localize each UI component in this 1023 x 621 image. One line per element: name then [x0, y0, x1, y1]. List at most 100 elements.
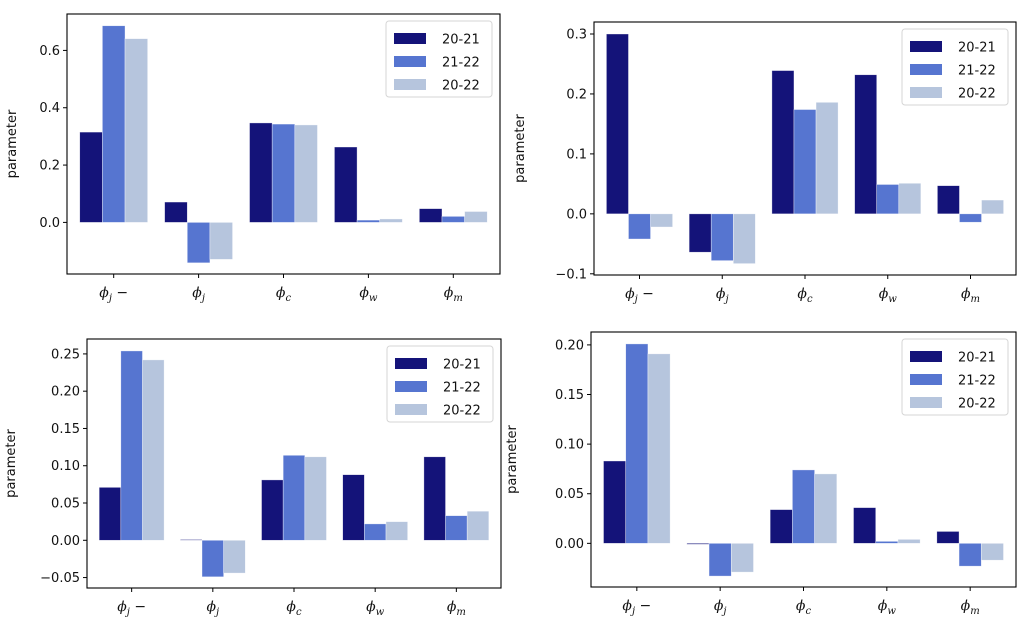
legend-swatch-20-22 [910, 87, 942, 98]
legend-swatch-20-22 [910, 397, 942, 408]
bar-20-22-5 [980, 543, 1004, 561]
bar-20-21-1 [603, 460, 627, 544]
ytick-label: 0.1 [566, 147, 587, 162]
xtick-label: ϕm [444, 285, 463, 304]
xtick-label: ϕj [192, 285, 205, 304]
y-axis-label: parameter [513, 114, 528, 183]
ytick-label: 0.3 [566, 27, 587, 42]
legend-swatch-21-22 [394, 56, 426, 67]
bar-20-21-3 [769, 509, 793, 544]
xtick-label: ϕm [961, 286, 980, 305]
xtick-label: ϕc [797, 286, 813, 305]
bar-20-22-3 [815, 102, 839, 215]
legend-label: 20-21 [443, 358, 481, 373]
ytick-label: 0.2 [566, 87, 587, 102]
bar-20-21-3 [261, 479, 284, 541]
bar-20-21-5 [936, 531, 960, 544]
legend-swatch-20-21 [910, 351, 942, 362]
chart-2: −0.1 0.0 0.1 0.2 0.3 parameter ϕj − ϕj ϕc ϕw ϕm 20-… [513, 21, 1017, 305]
bar-20-22-1 [142, 359, 165, 541]
ytick-label: 0.0 [566, 207, 587, 222]
bar-21-22-3 [282, 454, 306, 541]
xtick-label: ϕj − [99, 285, 128, 304]
xtick-label: ϕm [447, 599, 466, 618]
legend-label: 20-21 [442, 33, 480, 48]
bar-21-22-5 [441, 216, 465, 223]
legend: 20-21 21-22 20-22 [386, 345, 494, 423]
legend-swatch-21-22 [395, 381, 427, 392]
bar-20-22-1 [650, 213, 673, 228]
ytick-label: 0.15 [51, 422, 80, 437]
xtick-label: ϕm [961, 598, 980, 617]
ytick-label: 0.00 [555, 537, 584, 552]
xtick-label: ϕc [286, 599, 302, 618]
bar-20-22-3 [814, 473, 838, 544]
xtick-label: ϕj − [622, 598, 651, 617]
bar-20-21-5 [419, 208, 443, 223]
bar-20-21-4 [342, 474, 365, 541]
bar-21-22-5 [959, 213, 982, 223]
ytick-label: 0.10 [555, 438, 584, 453]
legend-swatch-20-21 [395, 358, 427, 369]
bar-21-22-3 [271, 123, 296, 223]
bar-21-22-2 [710, 213, 734, 261]
bar-21-22-1 [120, 350, 143, 541]
legend-label: 21-22 [958, 64, 996, 79]
ytick-label: 0.05 [555, 487, 584, 502]
bar-21-22-3 [793, 109, 817, 215]
xtick-label: ϕj [714, 598, 727, 617]
bar-21-22-1 [102, 25, 126, 223]
bar-21-22-4 [875, 541, 899, 544]
bar-21-22-5 [958, 543, 982, 567]
chart-1: 0.0 0.2 0.4 0.6 parameter ϕj − ϕj ϕc ϕw ϕm 20-21 21… [5, 13, 501, 304]
bar-20-22-4 [898, 182, 922, 215]
bar-20-21-1 [606, 33, 629, 215]
bar-20-22-5 [466, 510, 490, 541]
bar-20-21-1 [79, 131, 103, 223]
bar-20-21-2 [686, 543, 710, 545]
bar-20-21-3 [771, 70, 795, 215]
ytick-label: −0.1 [555, 267, 587, 282]
bar-21-22-4 [876, 184, 900, 215]
y-axis-label: parameter [5, 109, 20, 178]
bar-20-22-4 [385, 521, 408, 541]
bar-20-21-3 [249, 122, 273, 223]
bar-20-22-4 [897, 539, 921, 544]
ytick-label: 0.05 [51, 497, 80, 512]
y-axis-label: parameter [505, 425, 520, 494]
bar-20-22-2 [223, 539, 246, 574]
ytick-label: 0.15 [555, 388, 584, 403]
xtick-label: ϕj [206, 599, 219, 618]
bar-20-21-2 [180, 539, 203, 541]
bar-21-22-1 [628, 213, 651, 240]
bar-21-22-5 [445, 515, 468, 541]
chart-3: −0.05 0.00 0.05 0.10 0.15 0.20 0.25 parameter ϕj… [4, 338, 502, 618]
xtick-label: ϕj − [117, 599, 146, 618]
bar-20-21-4 [854, 74, 878, 215]
xtick-label: ϕw [359, 285, 378, 304]
legend-swatch-21-22 [910, 64, 942, 75]
bar-20-22-3 [304, 456, 327, 541]
xtick-label: ϕj [716, 286, 729, 305]
legend-swatch-20-22 [395, 404, 427, 415]
bar-20-22-4 [379, 218, 403, 223]
bar-21-22-4 [364, 523, 387, 541]
legend-label: 20-21 [958, 351, 996, 366]
bar-20-21-1 [98, 487, 122, 541]
legend-label: 21-22 [442, 56, 480, 71]
legend-label: 20-22 [443, 404, 481, 419]
y-axis-label: parameter [4, 429, 19, 498]
legend-label: 20-22 [958, 87, 996, 102]
bar-20-21-5 [423, 456, 446, 541]
legend-label: 21-22 [958, 374, 996, 389]
bar-20-22-1 [124, 38, 148, 223]
bar-20-21-2 [688, 213, 712, 253]
ytick-label: 0.10 [51, 459, 80, 474]
legend-swatch-20-21 [910, 41, 942, 52]
legend-label: 21-22 [443, 381, 481, 396]
bar-20-22-2 [732, 213, 756, 264]
bar-21-22-2 [201, 539, 224, 578]
bar-20-22-2 [209, 222, 233, 260]
bar-21-22-2 [186, 222, 211, 264]
